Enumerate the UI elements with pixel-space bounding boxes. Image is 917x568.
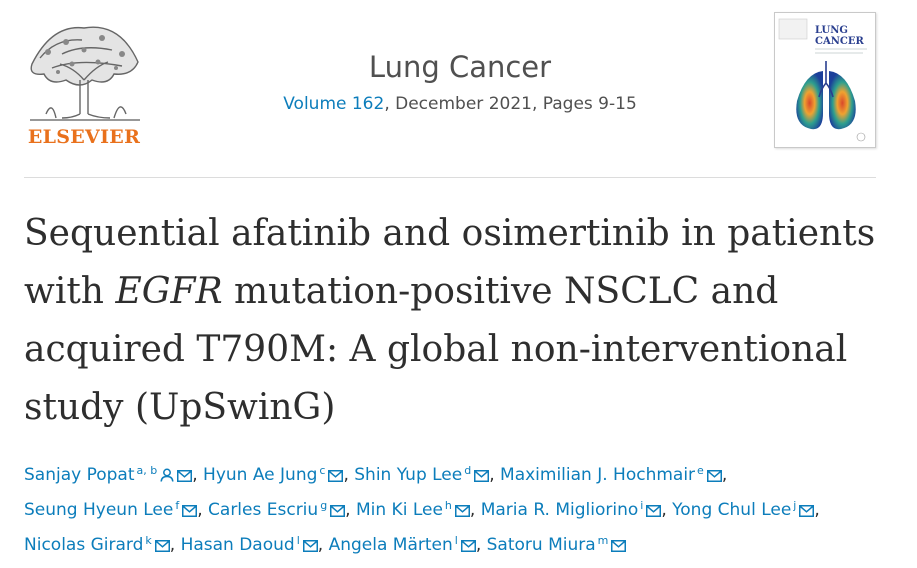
journal-block: Lung Cancer Volume 162, December 2021, P… <box>240 48 680 116</box>
author-separator: , <box>489 465 495 485</box>
author-name-link[interactable]: Seung Hyeun Lee <box>24 500 174 520</box>
cover-art <box>778 18 867 142</box>
email-envelope-icon[interactable] <box>177 461 193 494</box>
author-entry: Hyun Ae Jung c, <box>203 465 349 485</box>
title-part-1: Sequential afatinib and osimertinib in p… <box>24 213 876 312</box>
author-entry: Seung Hyeun Lee f, <box>24 500 203 520</box>
author-entry: Hasan Daoud l, <box>181 535 324 555</box>
email-envelope-icon[interactable] <box>646 496 662 529</box>
affiliation-marker[interactable]: m <box>597 534 609 547</box>
author-separator: , <box>317 535 324 555</box>
publisher-name: ELSEVIER <box>27 126 141 148</box>
elsevier-logo[interactable]: ELSEVIER <box>22 14 146 156</box>
author-entry: Sanjay Popat a, b, <box>24 465 198 485</box>
author-list: Sanjay Popat a, b, Hyun Ae Jung c, Shin Yu… <box>24 459 894 564</box>
author-entry: Carles Escriu g, <box>208 500 351 520</box>
email-envelope-icon[interactable] <box>611 531 627 564</box>
author-name-link[interactable]: Nicolas Girard <box>24 535 144 555</box>
affiliation-marker[interactable]: a, b <box>136 464 158 477</box>
email-envelope-icon[interactable] <box>182 496 198 529</box>
author-name-link[interactable]: Yong Chul Lee <box>672 500 792 520</box>
affiliation-marker[interactable]: d <box>464 464 472 477</box>
author-separator: , <box>721 465 728 485</box>
author-name-link[interactable]: Angela Märten <box>328 535 453 555</box>
author-name-link[interactable]: Maximilian J. Hochmair <box>500 465 696 485</box>
article-title: Sequential afatinib and osimertinib in p… <box>24 205 884 437</box>
issue-line: Volume 162, December 2021, Pages 9-15 <box>240 92 680 116</box>
title-gene-italic: EGFR <box>115 271 223 312</box>
journal-cover-thumbnail[interactable]: LUNG CANCER <box>774 12 876 148</box>
author-entry: Maximilian J. Hochmair e, <box>500 465 727 485</box>
affiliation-marker[interactable]: c <box>319 464 326 477</box>
author-separator: , <box>343 465 349 485</box>
cover-title: LUNG CANCER <box>815 25 864 47</box>
email-envelope-icon[interactable] <box>154 531 170 564</box>
journal-title-link[interactable]: Lung Cancer <box>368 50 552 84</box>
affiliation-marker[interactable]: i <box>640 499 644 512</box>
affiliation-marker[interactable]: l <box>454 534 458 547</box>
cover-title-line1: LUNG <box>815 25 848 36</box>
author-separator: , <box>475 535 482 555</box>
affiliation-marker[interactable]: h <box>444 499 452 512</box>
author-name-link[interactable]: Hyun Ae Jung <box>203 465 318 485</box>
affiliation-marker[interactable]: l <box>296 534 300 547</box>
author-entry: Yong Chul Lee j, <box>672 500 820 520</box>
volume-link[interactable]: Volume 162 <box>283 94 385 114</box>
author-name-link[interactable]: Shin Yup Lee <box>354 465 463 485</box>
email-envelope-icon[interactable] <box>302 531 318 564</box>
author-entry: Maria R. Migliorino i, <box>481 500 667 520</box>
author-separator: , <box>197 500 203 520</box>
author-entry: Satoru Miura m <box>487 535 627 555</box>
title-part-2: mutation-positive NSCLC and acquired T79… <box>24 271 848 428</box>
author-entry: Nicolas Girard k, <box>24 535 175 555</box>
email-envelope-icon[interactable] <box>454 496 470 529</box>
author-name-link[interactable]: Carles Escriu <box>208 500 319 520</box>
email-envelope-icon[interactable] <box>799 496 815 529</box>
author-separator: , <box>169 535 176 555</box>
affiliation-marker[interactable]: k <box>145 534 152 547</box>
author-entry: Angela Märten l, <box>329 535 482 555</box>
email-envelope-icon[interactable] <box>330 496 346 529</box>
author-name-link[interactable]: Maria R. Migliorino <box>480 500 639 520</box>
email-envelope-icon[interactable] <box>474 461 490 494</box>
author-separator: , <box>661 500 667 520</box>
author-separator: , <box>192 465 198 485</box>
author-name-link[interactable]: Hasan Daoud <box>180 535 295 555</box>
email-envelope-icon[interactable] <box>460 531 476 564</box>
corresponding-author-icon[interactable] <box>160 461 174 494</box>
email-envelope-icon[interactable] <box>328 461 344 494</box>
affiliation-marker[interactable]: e <box>697 464 704 477</box>
affiliation-marker[interactable]: g <box>320 499 328 512</box>
author-separator: , <box>345 500 351 520</box>
author-name-link[interactable]: Sanjay Popat <box>24 465 135 485</box>
tree-icon <box>30 26 140 121</box>
author-entry: Shin Yup Lee d, <box>354 465 494 485</box>
header-divider <box>24 177 876 178</box>
affiliation-marker[interactable]: j <box>793 499 797 512</box>
cover-title-line2: CANCER <box>815 36 864 47</box>
author-name-link[interactable]: Satoru Miura <box>486 535 596 555</box>
article-header: ELSEVIER Lung Cancer Volume 162, Decembe… <box>0 0 917 178</box>
author-separator: , <box>814 500 820 520</box>
issue-details: , December 2021, Pages 9-15 <box>384 94 637 114</box>
author-name-link[interactable]: Min Ki Lee <box>355 500 443 520</box>
affiliation-marker[interactable]: f <box>175 499 180 512</box>
author-separator: , <box>469 500 476 520</box>
author-entry: Min Ki Lee h, <box>356 500 475 520</box>
email-envelope-icon[interactable] <box>706 461 722 494</box>
